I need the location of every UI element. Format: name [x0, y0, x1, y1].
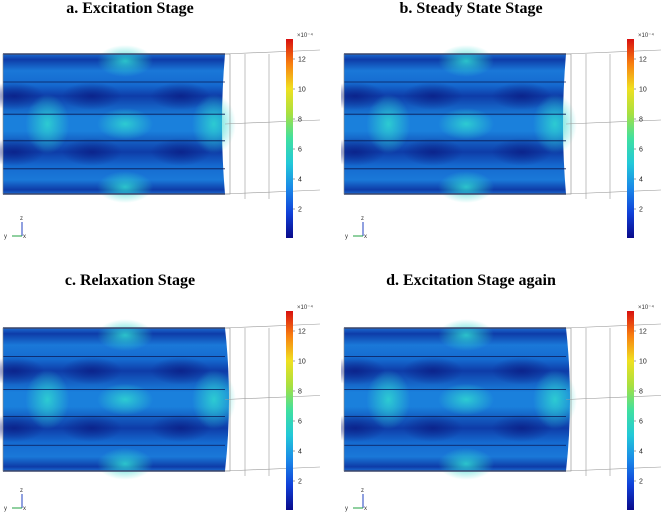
- colorbar: [286, 39, 293, 238]
- field-plot: 12 10 8 6 4 2 ×10⁻⁴ z y x: [341, 32, 662, 240]
- axis-x-label: x: [364, 506, 367, 512]
- colorbar: [286, 311, 293, 510]
- colorbar-exponent: ×10⁻⁴: [638, 32, 654, 39]
- panel-title: d. Excitation Stage again: [386, 272, 556, 289]
- axis-x-label: x: [364, 234, 367, 240]
- colorbar-exponent: ×10⁻⁴: [297, 304, 313, 311]
- colorbar-tick-label: 4: [639, 177, 643, 184]
- colorbar-tick-label: 8: [298, 389, 302, 396]
- colorbar-tick-label: 4: [639, 449, 643, 456]
- colorbar-tick-label: 12: [639, 329, 647, 336]
- colorbar-tick-label: 10: [639, 87, 647, 94]
- axis-z-label: z: [361, 488, 364, 494]
- colorbar-tick-label: 6: [639, 147, 643, 154]
- colorbar-tick-label: 4: [298, 177, 302, 184]
- axis-x-label: x: [23, 234, 26, 240]
- colorbar-tick-label: 2: [639, 207, 643, 214]
- field-plot: 12 10 8 6 4 2 ×10⁻⁴ z y x: [341, 304, 662, 512]
- colorbar-tick-label: 4: [298, 449, 302, 456]
- colorbar-tick-label: 8: [639, 389, 643, 396]
- colorbar-exponent: ×10⁻⁴: [297, 32, 313, 39]
- colorbar: [627, 39, 634, 238]
- panel-title: a. Excitation Stage: [66, 0, 194, 17]
- axis-y-label: y: [345, 234, 348, 240]
- field-plot: 12 10 8 6 4 2 ×10⁻⁴ z y x: [0, 304, 321, 512]
- axis-y-label: y: [4, 506, 7, 512]
- colorbar-tick-label: 10: [298, 359, 306, 366]
- colorbar-tick-label: 2: [298, 479, 302, 486]
- axis-z-label: z: [361, 216, 364, 222]
- field-plot: 12 10 8 6 4 2 ×10⁻⁴ z y x: [0, 32, 321, 240]
- panel-a: 12 10 8 6 4 2 ×10⁻⁴ z y x a. Excitation Stage: [0, 0, 334, 259]
- panel-title: c. Relaxation Stage: [64, 272, 196, 289]
- colorbar-tick-label: 12: [298, 57, 306, 64]
- axis-z-label: z: [20, 488, 23, 494]
- colorbar-tick-label: 2: [639, 479, 643, 486]
- axis-y-label: y: [4, 234, 7, 240]
- axis-z-label: z: [20, 216, 23, 222]
- colorbar-exponent: ×10⁻⁴: [638, 304, 654, 311]
- colorbar-tick-label: 2: [298, 207, 302, 214]
- panel-b: 12 10 8 6 4 2 ×10⁻⁴ z y x b. Steady State Stage: [341, 0, 669, 259]
- colorbar-tick-label: 12: [639, 57, 647, 64]
- panel-title: b. Steady State Stage: [399, 0, 543, 17]
- colorbar-tick-label: 6: [298, 147, 302, 154]
- colorbar-tick-label: 8: [298, 117, 302, 124]
- colorbar: [627, 311, 634, 510]
- colorbar-tick-label: 10: [639, 359, 647, 366]
- colorbar-tick-label: 12: [298, 329, 306, 336]
- axis-x-label: x: [23, 506, 26, 512]
- axis-y-label: y: [345, 506, 348, 512]
- colorbar-tick-label: 8: [639, 117, 643, 124]
- colorbar-tick-label: 6: [298, 419, 302, 426]
- colorbar-tick-label: 10: [298, 87, 306, 94]
- colorbar-tick-label: 6: [639, 419, 643, 426]
- panel-c: 12 10 8 6 4 2 ×10⁻⁴ z y x c. Relaxation Stage: [0, 272, 334, 531]
- panel-d: 12 10 8 6 4 2 ×10⁻⁴ z y x d. Excitation Stage agai…: [341, 272, 669, 531]
